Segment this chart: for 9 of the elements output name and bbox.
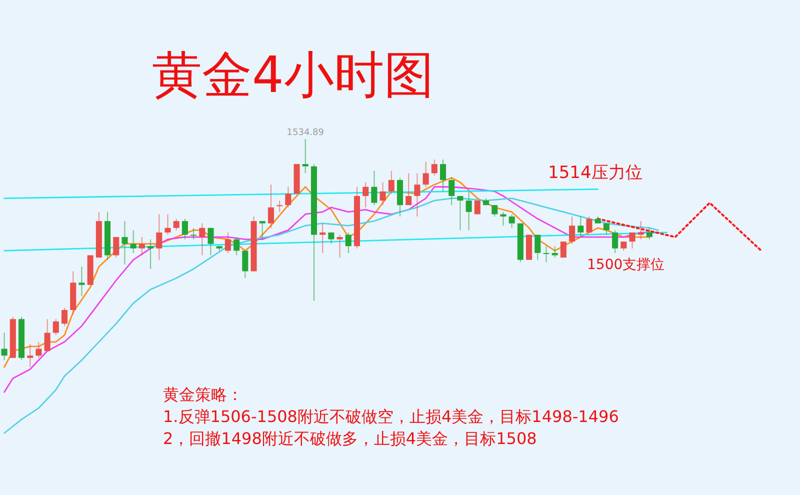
- annotation: 1500支撑位: [587, 257, 665, 273]
- chart-title: 黄金4小时图: [152, 46, 434, 104]
- candlestick: [474, 200, 480, 215]
- candlestick: [560, 241, 566, 258]
- text: 2，回撤1498附近不破做多，止损4美金，目标1508: [163, 429, 537, 448]
- text: 1534.89: [286, 128, 324, 138]
- annotation: 1514压力位: [548, 163, 642, 183]
- text: 黄金策略：: [163, 385, 243, 404]
- text: 1.反弹1506-1508附近不破做空，止损4美金，目标1498-1496: [163, 407, 619, 426]
